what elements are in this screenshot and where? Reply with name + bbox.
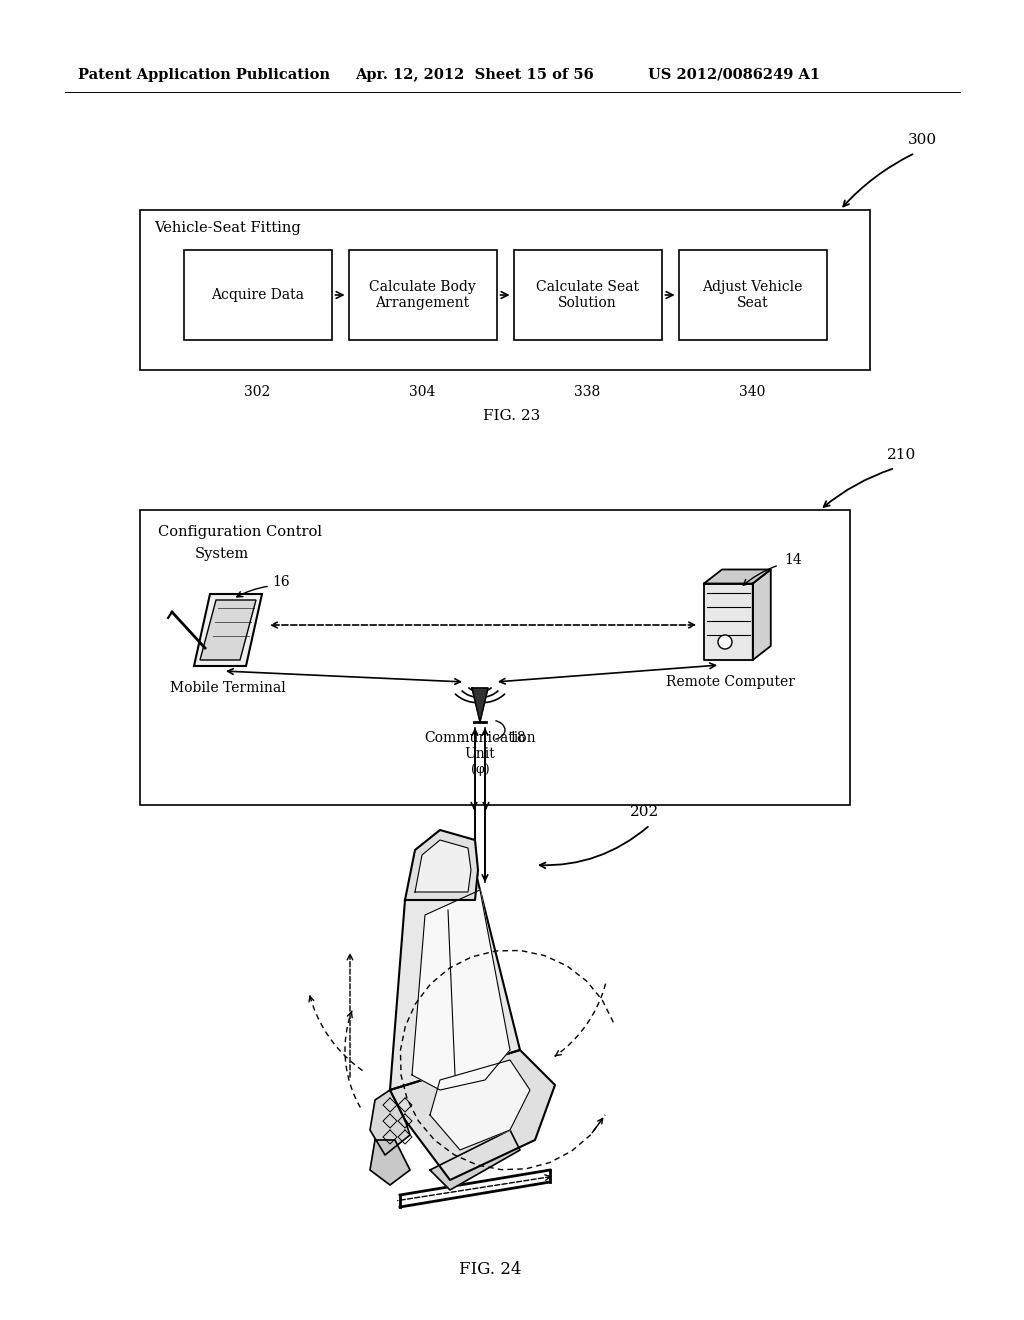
Text: 340: 340: [739, 385, 766, 399]
Polygon shape: [705, 569, 771, 583]
Text: Calculate Body
Arrangement: Calculate Body Arrangement: [369, 280, 476, 310]
Text: 202: 202: [631, 805, 659, 818]
Text: 18: 18: [508, 731, 525, 744]
Polygon shape: [406, 830, 478, 900]
Text: 338: 338: [574, 385, 601, 399]
Text: (φ): (φ): [471, 763, 489, 776]
Bar: [513, 249, 662, 341]
Polygon shape: [753, 569, 771, 660]
Text: 302: 302: [245, 385, 270, 399]
Text: 304: 304: [410, 385, 435, 399]
Text: 300: 300: [907, 133, 937, 147]
Text: System: System: [195, 546, 249, 561]
Bar: [679, 249, 826, 341]
Text: Calculate Seat
Solution: Calculate Seat Solution: [536, 280, 639, 310]
Bar: [140, 210, 870, 370]
Text: US 2012/0086249 A1: US 2012/0086249 A1: [648, 69, 820, 82]
Bar: [348, 249, 497, 341]
Polygon shape: [370, 1090, 410, 1155]
Polygon shape: [412, 890, 510, 1090]
Text: Mobile Terminal: Mobile Terminal: [170, 681, 286, 696]
Circle shape: [718, 635, 732, 649]
Text: FIG. 23: FIG. 23: [483, 409, 541, 422]
Text: Acquire Data: Acquire Data: [211, 288, 304, 302]
Polygon shape: [370, 1140, 410, 1185]
Text: 16: 16: [272, 576, 290, 589]
Text: Remote Computer: Remote Computer: [666, 675, 795, 689]
Polygon shape: [390, 870, 520, 1090]
Polygon shape: [705, 583, 753, 660]
Text: Unit: Unit: [465, 747, 496, 762]
Text: Patent Application Publication: Patent Application Publication: [78, 69, 330, 82]
Polygon shape: [430, 1060, 530, 1150]
Text: FIG. 24: FIG. 24: [459, 1262, 521, 1279]
Bar: [140, 510, 850, 805]
Text: Communication: Communication: [424, 731, 536, 744]
Text: 210: 210: [888, 447, 916, 462]
Text: Apr. 12, 2012  Sheet 15 of 56: Apr. 12, 2012 Sheet 15 of 56: [355, 69, 594, 82]
Bar: [183, 249, 332, 341]
Text: Adjust Vehicle
Seat: Adjust Vehicle Seat: [702, 280, 803, 310]
Polygon shape: [200, 601, 256, 660]
Polygon shape: [472, 688, 488, 722]
Polygon shape: [430, 1130, 520, 1191]
Text: Vehicle-Seat Fitting: Vehicle-Seat Fitting: [154, 220, 301, 235]
Text: 14: 14: [784, 553, 802, 568]
Polygon shape: [194, 594, 262, 667]
Text: Configuration Control: Configuration Control: [158, 525, 322, 539]
Polygon shape: [390, 1049, 555, 1180]
Polygon shape: [415, 840, 471, 892]
